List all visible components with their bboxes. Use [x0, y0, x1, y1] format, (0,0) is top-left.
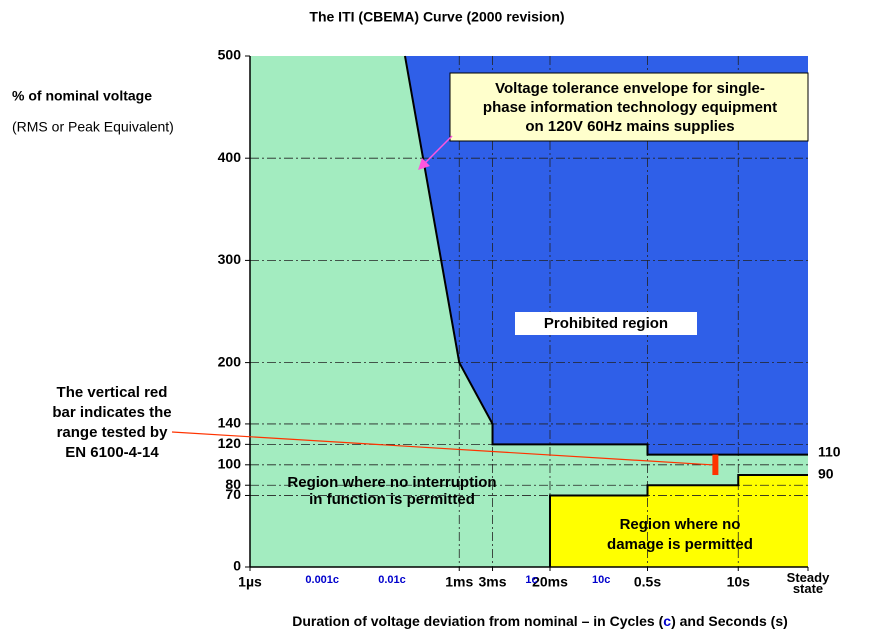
y-tick-label: 140	[218, 415, 242, 431]
x-tick-label: Steady state	[787, 570, 830, 596]
test-bar	[712, 454, 719, 476]
y-tick-label: 200	[218, 353, 242, 369]
y-tick-label: 70	[225, 486, 241, 502]
x-cycle-tick-label: 0.001c	[305, 574, 339, 586]
x-axis-label: Duration of voltage deviation from nomin…	[292, 613, 788, 629]
x-label-part: Duration of voltage deviation from nomin…	[292, 613, 663, 629]
callout-arrowhead	[418, 158, 430, 170]
y-tick-label: 500	[218, 47, 242, 63]
x-tick-label: 10s	[727, 574, 751, 590]
x-tick-label-line: Steady	[787, 570, 830, 585]
y-tick-label: 80	[225, 476, 241, 492]
x-cycle-tick-label: 1c	[525, 574, 537, 586]
chart-title: The ITI (CBEMA) Curve (2000 revision)	[309, 9, 564, 25]
damage-label: Region where no	[620, 516, 741, 533]
upper-curve	[403, 55, 808, 456]
callout-arrow	[423, 135, 453, 165]
y-tick-label: 0	[233, 558, 241, 574]
x-tick-label-line: state	[793, 581, 823, 596]
y-tick-label: 300	[218, 251, 242, 267]
prohibited-label: Prohibited region	[544, 315, 668, 332]
y-tick-label: 120	[218, 435, 242, 451]
x-tick-label: 0.5s	[634, 574, 661, 590]
x-tick-label: 1ms	[445, 574, 473, 590]
y-tick-label: 400	[218, 149, 242, 165]
damage-label: damage is permitted	[607, 536, 753, 553]
note-text: The vertical red	[57, 384, 168, 401]
y-axis-sublabel: (RMS or Peak Equivalent)	[12, 119, 174, 135]
damage-region	[549, 475, 808, 567]
prohibited-region	[404, 56, 808, 455]
x-tick-label: 1µs	[238, 574, 262, 590]
interruption-label: in function is permitted	[309, 491, 475, 508]
prohibited-box	[515, 312, 697, 335]
lower-curve	[548, 474, 808, 567]
end-label: 110	[818, 443, 841, 459]
callout-text: on 120V 60Hz mains supplies	[525, 118, 734, 135]
note-text: bar indicates the	[52, 404, 171, 421]
callout-text: phase information technology equipment	[483, 99, 777, 116]
y-tick-label: 100	[218, 456, 242, 472]
note-text: range tested by	[57, 424, 169, 441]
interruption-label: Region where no interruption	[287, 474, 496, 491]
note-arrow	[171, 431, 712, 466]
callout-text: Voltage tolerance envelope for single-	[495, 80, 765, 97]
y-axis-label: % of nominal voltage	[12, 88, 152, 104]
x-cycle-tick-label: 0.01c	[378, 574, 406, 586]
x-label-part: ) and Seconds (s)	[671, 613, 788, 629]
note-text: EN 6100-4-14	[65, 444, 159, 461]
callout-box	[449, 72, 809, 142]
x-label-part: c	[663, 613, 671, 629]
x-tick-label: 3ms	[479, 574, 507, 590]
x-cycle-tick-label: 10c	[592, 574, 610, 586]
x-tick-label: 20ms	[532, 574, 568, 590]
end-label: 90	[818, 466, 834, 482]
